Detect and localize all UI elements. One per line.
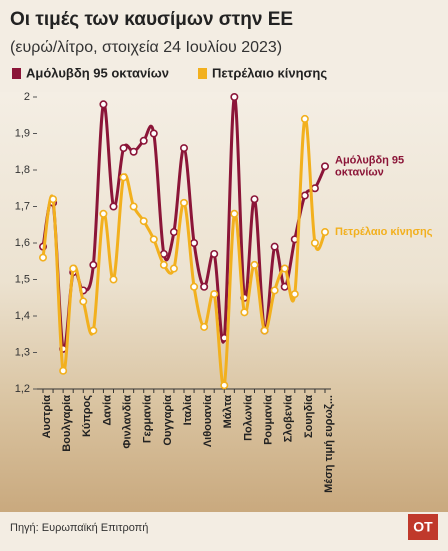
data-point — [119, 144, 128, 153]
data-point — [119, 173, 128, 182]
x-tick-label: Κύπρος — [81, 395, 93, 437]
data-point — [180, 144, 189, 153]
chart-title: Οι τιμές των καυσίμων στην ΕΕ — [10, 9, 293, 30]
data-point — [99, 209, 108, 218]
y-tick-label: 1,6 — [15, 237, 30, 249]
x-tick-label: Βουλγαρία — [61, 395, 73, 452]
data-point — [49, 195, 58, 204]
data-point — [99, 100, 108, 109]
data-point — [190, 282, 199, 291]
data-point — [129, 147, 138, 156]
source: Πηγή: Ευρωπαϊκή Επιτροπή — [10, 522, 148, 534]
data-point — [159, 249, 168, 258]
data-point — [129, 202, 138, 211]
y-tick-label: 2 — [24, 91, 30, 103]
data-point — [250, 260, 259, 269]
data-point — [200, 282, 209, 291]
data-point — [290, 290, 299, 299]
plot-background — [0, 92, 448, 512]
data-point — [270, 242, 279, 251]
data-point — [109, 275, 118, 284]
x-tick-label: Μέση τιμή ευρωζ... — [323, 395, 335, 493]
legend-label: Πετρέλαιο κίνησης — [212, 65, 327, 80]
data-point — [69, 264, 78, 273]
data-point — [149, 235, 158, 244]
data-point — [280, 282, 289, 291]
x-tick-label: Δανία — [101, 395, 113, 426]
data-point — [38, 253, 47, 262]
y-tick-label: 1,9 — [15, 127, 30, 139]
x-tick-label: Σλοβενία — [283, 395, 295, 442]
data-point — [109, 202, 118, 211]
end-label: Αμόλυβδη 95 οκτανίων — [335, 154, 404, 178]
data-point — [169, 264, 178, 273]
data-point — [210, 290, 219, 299]
data-point — [320, 162, 329, 171]
data-point — [79, 297, 88, 306]
legend-swatch — [198, 68, 207, 79]
end-label: Πετρέλαιο κίνησης — [335, 226, 433, 238]
y-tick-label: 1,3 — [15, 346, 30, 358]
end-label-line: οκτανίων — [335, 166, 384, 178]
x-tick-label: Φινλανδία — [121, 395, 133, 449]
data-point — [180, 198, 189, 207]
x-tick-label: Ρουμανία — [262, 395, 274, 445]
logo: OT — [413, 519, 433, 535]
chart-subtitle: (ευρώ/λίτρο, στοιχεία 24 Ιουλίου 2023) — [10, 39, 282, 56]
x-tick-label: Λιθουανία — [202, 395, 214, 447]
data-point — [300, 191, 309, 200]
data-point — [300, 114, 309, 123]
data-point — [280, 264, 289, 273]
x-tick-label: Μάλτα — [222, 395, 234, 429]
x-tick-label: Γερμανία — [142, 395, 154, 443]
y-tick-label: 1,8 — [15, 164, 30, 176]
x-tick-label: Πολωνία — [242, 395, 254, 441]
data-point — [310, 239, 319, 248]
data-point — [190, 239, 199, 248]
x-tick-label: Αυστρία — [41, 395, 53, 439]
x-tick-label: Ιταλία — [182, 395, 194, 426]
data-point — [59, 366, 68, 375]
data-point — [320, 228, 329, 237]
x-tick-label: Σουηδία — [303, 395, 315, 438]
x-tick-label: Ουγγαρία — [162, 395, 174, 446]
data-point — [159, 260, 168, 269]
data-point — [210, 249, 219, 258]
y-tick-label: 1,5 — [15, 273, 30, 285]
logo-box — [408, 514, 438, 540]
data-point — [240, 308, 249, 317]
data-point — [260, 326, 269, 335]
data-point — [169, 228, 178, 237]
legend-swatch — [12, 68, 21, 79]
data-point — [200, 322, 209, 331]
data-point — [230, 209, 239, 218]
y-tick-label: 1,2 — [15, 383, 30, 395]
data-point — [89, 260, 98, 269]
data-point — [310, 184, 319, 193]
legend-label: Αμόλυβδη 95 οκτανίων — [26, 65, 169, 80]
data-point — [270, 286, 279, 295]
data-point — [139, 136, 148, 145]
series-line — [41, 95, 327, 352]
y-tick-label: 1,7 — [15, 200, 30, 212]
data-point — [139, 217, 148, 226]
data-point — [220, 381, 229, 390]
y-tick-label: 1,4 — [15, 310, 30, 322]
data-point — [149, 129, 158, 138]
series-line — [41, 117, 327, 388]
data-point — [230, 93, 239, 102]
data-point — [250, 195, 259, 204]
data-point — [89, 326, 98, 335]
end-label-line: Αμόλυβδη 95 — [335, 154, 404, 166]
